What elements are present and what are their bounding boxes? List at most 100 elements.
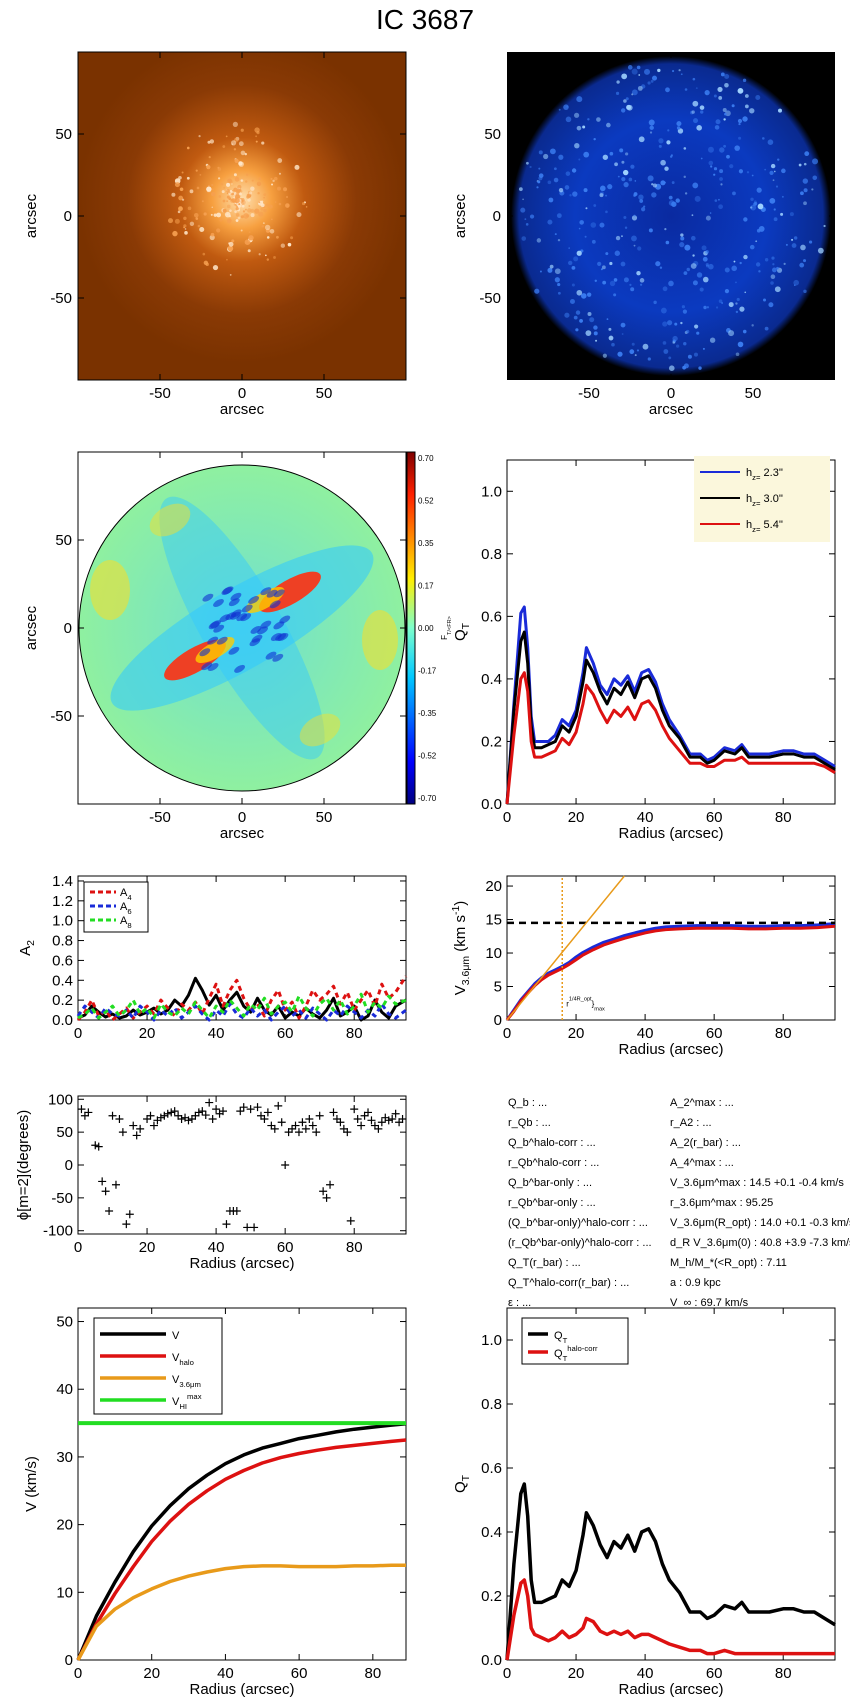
param-left-1: r_Qb : ...: [508, 1117, 551, 1129]
source-dot: [687, 354, 692, 359]
force-map-blob: [228, 646, 240, 655]
source-dot: [212, 264, 219, 271]
force-map-blob: [199, 648, 211, 657]
source-dot: [271, 218, 273, 221]
p6-xtick-label: 20: [568, 1025, 585, 1042]
panel-qt-hz: 0 20 40 60 80 0.0 0.2 0.4 0.6 0.8 1.0 Radius (arcse…: [452, 456, 836, 842]
source-dot: [234, 210, 237, 213]
scatter-marker: [388, 1115, 397, 1123]
source-dot: [802, 178, 809, 184]
source-dot: [648, 228, 653, 233]
source-dot: [184, 231, 188, 235]
source-dot: [639, 278, 645, 283]
source-dot: [569, 298, 575, 304]
source-dot: [583, 188, 588, 193]
p6-ylabel-part: V: [452, 985, 469, 995]
source-dot: [680, 233, 684, 237]
panel-force-map-axes: -50 0 50 50 0 -50 arcsec arcsec 0.70 0.52 0.35 0.17…: [23, 452, 453, 842]
p1-xtick-label: 0: [238, 385, 246, 402]
source-dot: [587, 311, 592, 316]
source-dot: [276, 186, 281, 191]
source-dot: [695, 87, 698, 90]
source-dot: [798, 163, 802, 167]
source-dot: [263, 208, 267, 213]
source-dot: [700, 110, 704, 114]
scatter-marker: [80, 1111, 89, 1120]
source-dot: [634, 354, 637, 357]
source-dot: [630, 164, 635, 169]
p10-xtick-label: 40: [637, 1665, 654, 1682]
scatter-marker: [122, 1220, 131, 1229]
p6-xtick-label: 40: [637, 1025, 654, 1042]
source-dot: [609, 151, 614, 156]
colorbar-label-part: T/<F: [447, 623, 453, 635]
p4-xtick-label: 20: [568, 809, 585, 826]
p7-ylabel-part: ϕ[m=2](degrees): [15, 1110, 32, 1221]
scatter-marker: [395, 1118, 404, 1127]
source-dot: [525, 223, 529, 226]
source-dot: [599, 222, 605, 228]
source-dot: [233, 203, 236, 206]
param-left-3: r_Qb^halo-corr : ...: [508, 1157, 599, 1169]
scatter-marker: [288, 1124, 297, 1133]
legend-entry: A4​: [120, 887, 132, 902]
source-dot: [638, 74, 641, 76]
source-dot: [201, 200, 204, 203]
image-blue-sources: [518, 65, 826, 372]
series-line: [505, 1482, 836, 1661]
p3-xtick-label: 50: [316, 809, 333, 826]
force-map-blob: [249, 638, 261, 647]
source-dot: [583, 151, 590, 158]
source-dot: [594, 279, 597, 282]
image-blue-disk: [511, 56, 831, 376]
source-dot: [209, 234, 215, 241]
source-dot: [676, 126, 681, 130]
source-dot: [630, 287, 635, 292]
source-dot: [609, 261, 613, 266]
force-map-blob: [230, 592, 242, 601]
p10-ytick-label: 0.8: [481, 1396, 502, 1413]
source-dot: [622, 169, 629, 176]
source-dot: [662, 321, 668, 327]
p9-frame: [77, 1307, 407, 1661]
source-dot: [629, 283, 632, 287]
source-dot: [172, 230, 178, 237]
panel-qt-halo: 0 20 40 60 80 0.0 0.2 0.4 0.6 0.8 1.0 Radius (arcse…: [452, 1307, 836, 1698]
source-dot: [744, 291, 747, 294]
source-dot: [187, 206, 192, 211]
source-dot: [218, 195, 222, 198]
source-dot: [240, 128, 244, 132]
vline-label: r1/4R_opt​}max​: [566, 997, 605, 1013]
source-dot: [229, 189, 233, 193]
source-dot: [773, 208, 776, 211]
p9-xtick-label: 0: [74, 1665, 82, 1682]
source-dot: [652, 75, 658, 81]
source-dot: [777, 158, 780, 161]
source-dot: [264, 224, 271, 231]
scatter-marker: [315, 1111, 324, 1120]
source-dot: [222, 145, 226, 148]
source-dot: [625, 152, 629, 156]
source-dot: [244, 239, 251, 246]
source-dot: [720, 72, 725, 77]
scatter-marker: [291, 1121, 300, 1130]
source-dot: [647, 81, 651, 85]
source-dot: [266, 258, 270, 261]
p6-ylabel-part: -1: [450, 906, 462, 915]
source-dot: [737, 118, 743, 124]
source-dot: [781, 168, 786, 174]
param-right-10: V_∞ : 69.7 km/s: [670, 1297, 749, 1309]
source-dot: [179, 187, 184, 192]
source-dot: [724, 112, 727, 116]
source-dot: [209, 139, 215, 144]
source-dot: [738, 136, 742, 140]
force-map-blob: [159, 496, 325, 760]
scatter-marker: [263, 1108, 272, 1117]
source-dot: [212, 188, 215, 191]
source-dot: [626, 104, 632, 110]
p7-xlabel: Radius (arcsec): [189, 1255, 294, 1272]
p3-ytick-label: 50: [55, 532, 72, 549]
source-dot: [718, 96, 723, 100]
source-dot: [282, 187, 287, 192]
source-dot: [623, 99, 627, 103]
